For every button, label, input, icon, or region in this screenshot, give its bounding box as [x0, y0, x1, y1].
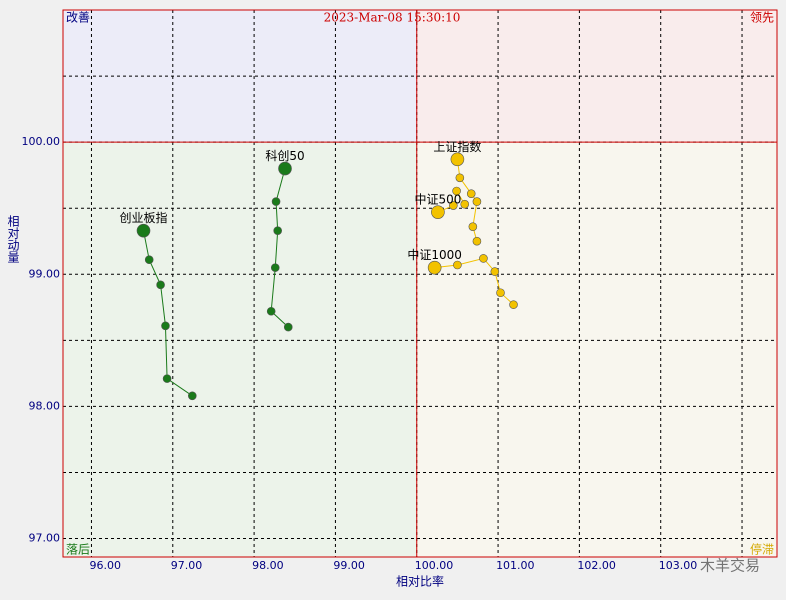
series-label: 创业板指 [120, 210, 168, 225]
x-tick-label: 99.00 [333, 559, 365, 572]
x-tick-label: 98.00 [252, 559, 284, 572]
head-point [450, 152, 465, 167]
y-tick-label: 98.00 [29, 399, 61, 412]
head-point [431, 205, 445, 219]
head-point [278, 161, 292, 176]
x-tick-label: 103.00 [659, 559, 698, 572]
quadrant-label: 落后 [66, 543, 90, 557]
trail-point [156, 280, 165, 290]
quadrant-label: 领先 [750, 11, 774, 25]
x-axis-label: 相对比率 [396, 574, 444, 589]
trail-point [466, 189, 476, 198]
trail [437, 189, 466, 213]
trail-point [479, 254, 488, 263]
y-tick-label: 100.00 [22, 135, 61, 148]
quadrant [416, 10, 777, 143]
x-tick-label: 97.00 [171, 559, 203, 572]
x-tick-label: 102.00 [577, 559, 616, 572]
trail-point [472, 197, 482, 206]
quadrant-label: 改善 [66, 10, 90, 25]
head-point [136, 223, 151, 238]
y-axis-label: 相对动量 [6, 215, 20, 263]
y-tick-label: 97.00 [29, 532, 61, 545]
trail-point [509, 300, 518, 309]
trail-point [472, 236, 482, 246]
trail-point [162, 374, 172, 383]
quadrant-label: 停滞 [750, 542, 774, 557]
watermark: 木羊交易 [700, 557, 760, 575]
trail [143, 230, 193, 397]
trail-point [468, 222, 478, 231]
trail-point [161, 321, 170, 331]
trail-point [283, 322, 293, 332]
trail-point [271, 197, 281, 206]
x-tick-label: 101.00 [496, 559, 535, 572]
series-label: 上证指数 [433, 139, 481, 154]
series-label: 科创50 [265, 149, 304, 163]
head-point [427, 260, 442, 275]
trail-point [490, 267, 500, 276]
series-label: 中证500 [414, 192, 461, 207]
trail-point [496, 288, 505, 298]
trail-point [449, 201, 458, 210]
series-label: 中证1000 [407, 247, 462, 262]
trail-point [460, 199, 470, 209]
y-tick-label: 99.00 [29, 267, 61, 280]
trail-point [455, 173, 465, 183]
plot-area [62, 9, 778, 558]
x-tick-label: 100.00 [415, 559, 454, 572]
quadrant [416, 142, 777, 557]
trail-point [188, 391, 197, 401]
trail-point [144, 255, 154, 265]
trail-point [270, 263, 280, 272]
quadrant [63, 142, 417, 557]
trail-point [452, 186, 461, 196]
trail-point [273, 226, 282, 235]
chart-title: 2023-Mar-08 15:30:10 [324, 11, 461, 25]
plot-border [62, 9, 778, 558]
x-tick-label: 96.00 [89, 559, 121, 572]
trail-point [266, 306, 276, 316]
trail-point [453, 260, 462, 270]
